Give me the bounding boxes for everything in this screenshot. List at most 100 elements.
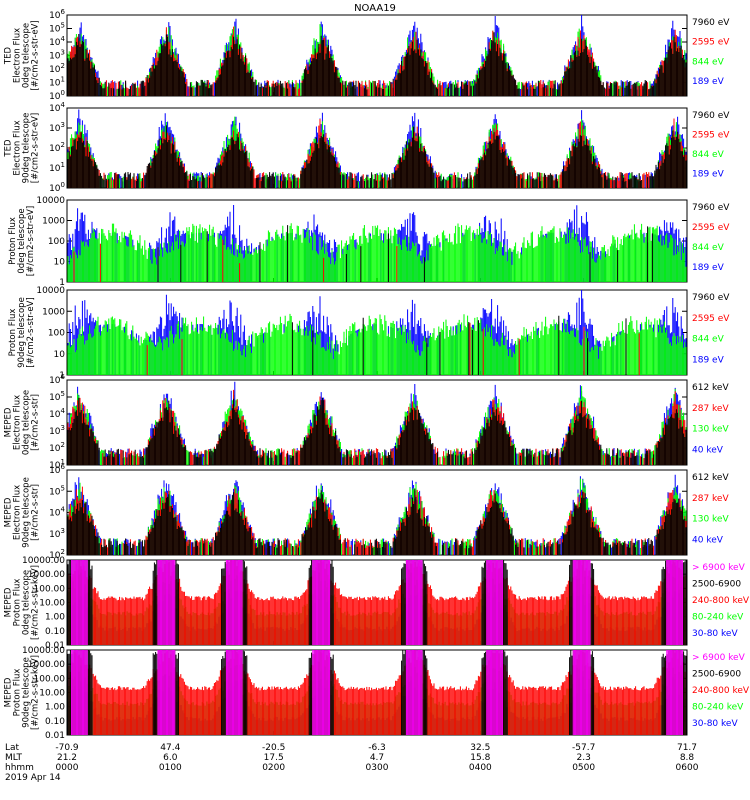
y-tick-label: 1000 [42, 307, 65, 317]
series-trace [291, 315, 627, 375]
y-axis-label: TEDElectron Flux0deg telescope[#/cm2-s-s… [4, 20, 41, 90]
legend-entry: 2595 eV [692, 130, 730, 140]
legend-entry: 612 keV [692, 473, 729, 483]
legend-entry: 2595 eV [692, 314, 730, 324]
y-tick-label: 0.01 [45, 731, 65, 741]
row-label-lat: Lat [5, 743, 20, 753]
legend-entry: 844 eV [692, 150, 725, 160]
series-trace [67, 125, 687, 188]
legend-entry: 130 keV [692, 425, 729, 435]
mlt-value: 6.0 [163, 753, 178, 763]
y-tick-label: 100.00 [34, 584, 66, 594]
y-tick-label: 10000.00 [22, 556, 65, 566]
svg-text:101: 101 [49, 161, 65, 174]
y-tick-label: 10000 [36, 196, 65, 206]
legend-entry: 844 eV [692, 243, 725, 253]
legend-entry: 844 eV [692, 335, 725, 345]
panel-7: 0.01 0.10 1.00 10.00 100.00 1000.00 10000.00ME… [4, 556, 750, 651]
y-tick-label: 10.00 [39, 689, 65, 699]
legend-entry: 80-240 keV [692, 702, 744, 712]
y-tick-label: 10.00 [39, 599, 65, 609]
data-traces [67, 650, 687, 735]
y-tick-label: 104 [49, 35, 65, 48]
y-tick-label: 100 [48, 237, 65, 247]
svg-text:102: 102 [49, 441, 65, 454]
svg-text:100.00: 100.00 [34, 674, 66, 684]
legend-entry: 287 keV [692, 404, 729, 414]
legend-entry: 2595 eV [692, 38, 730, 48]
data-traces [67, 381, 687, 465]
y-axis-label: TEDElectron Flux90deg telescope[#/cm2-s-… [4, 113, 41, 184]
y-tick-label: 1 [59, 278, 65, 288]
series-trace [71, 650, 683, 735]
y-axis-label: Proton Flux90deg telescope[#/cm2-s-str-e… [8, 297, 36, 368]
legend-entry: > 6900 keV [692, 653, 746, 663]
lat-value: 32.5 [470, 743, 490, 753]
y-tick-label: 102 [49, 441, 65, 454]
svg-text:0.10: 0.10 [45, 717, 65, 727]
svg-text:100.00: 100.00 [34, 584, 66, 594]
panel-2: 100 101 102 103 104 TEDElectron Flux90deg tel… [4, 101, 731, 194]
svg-text:0.01: 0.01 [45, 731, 65, 741]
svg-text:0.01: 0.01 [45, 641, 65, 651]
legend-entry: 189 eV [692, 355, 725, 365]
y-tick-label: 105 [49, 484, 65, 497]
y-axis-label: MEPEDElectron Flux90deg telescope[#/cm2-… [4, 477, 41, 548]
series-trace [157, 225, 653, 282]
row-label-mlt: MLT [5, 753, 23, 763]
svg-text:10.00: 10.00 [39, 599, 65, 609]
y-tick-label: 102 [49, 62, 65, 75]
svg-text:106: 106 [49, 8, 65, 21]
y-tick-label: 100 [48, 329, 65, 339]
svg-text:10000: 10000 [36, 196, 65, 206]
svg-text:1000.00: 1000.00 [28, 570, 65, 580]
data-traces [67, 560, 687, 645]
svg-text:103: 103 [49, 121, 65, 134]
y-axis-label: MEPEDElectron Flux0deg telescope[#/cm2-s… [4, 390, 41, 455]
legend-entry: 30-80 keV [692, 629, 738, 639]
time-label: 0200 [262, 763, 285, 773]
legend-entry: 189 eV [692, 77, 725, 87]
series-trace [67, 397, 687, 465]
svg-text:103: 103 [49, 49, 65, 62]
svg-text:101: 101 [49, 76, 65, 89]
legend-entry: 240-800 keV [692, 596, 750, 606]
y-tick-label: 103 [49, 424, 65, 437]
plot-title: NOAA19 [354, 3, 396, 14]
data-traces [67, 290, 687, 375]
svg-text:10: 10 [54, 258, 66, 268]
svg-text:10000: 10000 [36, 286, 65, 296]
y-tick-label: 0.01 [45, 641, 65, 651]
legend-entry: 2595 eV [692, 223, 730, 233]
y-tick-label: 104 [49, 407, 65, 420]
y-tick-label: 100 [49, 181, 65, 194]
legend-entry: 189 eV [692, 263, 725, 273]
lat-value: -70.9 [55, 743, 79, 753]
y-tick-label: 101 [49, 76, 65, 89]
svg-text:10000.00: 10000.00 [22, 556, 65, 566]
svg-text:104: 104 [49, 506, 65, 519]
y-tick-label: 106 [49, 8, 65, 21]
y-tick-label: 1000.00 [28, 570, 65, 580]
panel-8: 0.01 0.10 1.00 10.00 100.00 1000.00 10000.00ME… [4, 646, 750, 741]
mlt-value: 8.8 [680, 753, 695, 763]
svg-text:103: 103 [49, 527, 65, 540]
svg-text:10000.00: 10000.00 [22, 646, 65, 656]
svg-text:102: 102 [49, 141, 65, 154]
y-tick-label: 100.00 [34, 674, 66, 684]
y-tick-label: 1000.00 [28, 660, 65, 670]
svg-text:105: 105 [49, 390, 65, 403]
svg-text:1000: 1000 [42, 307, 65, 317]
mlt-value: 17.5 [264, 753, 284, 763]
svg-text:103: 103 [49, 424, 65, 437]
y-tick-label: 105 [49, 22, 65, 35]
legend-entry: 844 eV [692, 57, 725, 67]
series-trace [146, 323, 640, 375]
y-axis-label: MEPEDProton Flux0deg telescope[#/cm2-s-s… [4, 565, 41, 640]
mlt-value: 4.7 [370, 753, 384, 763]
lat-value: -20.5 [262, 743, 285, 753]
y-tick-label: 103 [49, 49, 65, 62]
legend-entry: 7960 eV [692, 18, 730, 28]
